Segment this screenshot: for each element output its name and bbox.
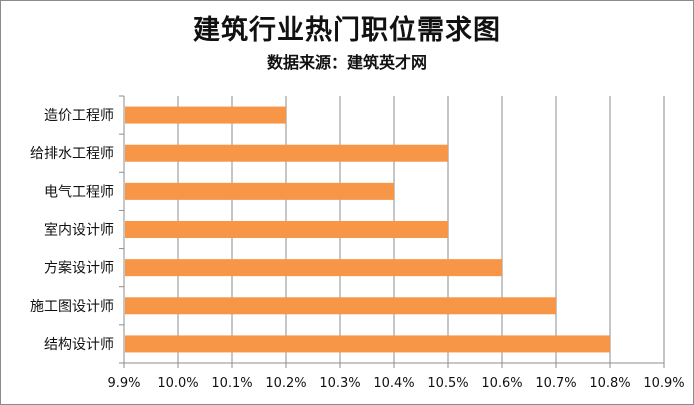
bar [125,297,556,315]
bar [125,259,502,277]
bar [125,144,448,162]
x-tick-label: 10.9% [643,376,684,391]
category-label: 结构设计师 [44,337,114,353]
axes [119,95,665,368]
bar [125,335,610,353]
chart-title: 建筑行业热门职位需求图 [193,15,501,46]
x-tick-label: 10.1% [211,376,252,391]
category-label: 施工图设计师 [30,299,114,315]
category-label: 室内设计师 [44,222,114,239]
bar [125,106,286,124]
category-label: 电气工程师 [44,184,114,200]
x-tick-label: 10.6% [481,376,522,391]
x-tick-label: 10.8% [589,376,630,391]
x-tick-label: 10.0% [157,376,198,391]
x-tick-label: 10.5% [427,376,468,391]
x-tick-label: 10.4% [373,376,414,391]
category-label: 造价工程师 [44,108,114,124]
chart-subtitle: 数据来源：建筑英才网 [266,53,427,72]
category-label: 方案设计师 [44,260,114,277]
bar [125,221,448,238]
x-tick-label: 9.9% [107,376,140,391]
x-tick-label: 10.3% [319,376,360,391]
category-label: 给排水工程师 [30,146,114,162]
x-tick-label: 10.2% [265,376,306,391]
bar [125,182,394,200]
x-tick-labels: 9.9% 10.0% 10.1% 10.2% 10.3% 10.4% 10.5% 10.6% 1… [107,376,684,391]
x-tick-label: 10.7% [535,376,576,391]
bars [125,106,610,353]
